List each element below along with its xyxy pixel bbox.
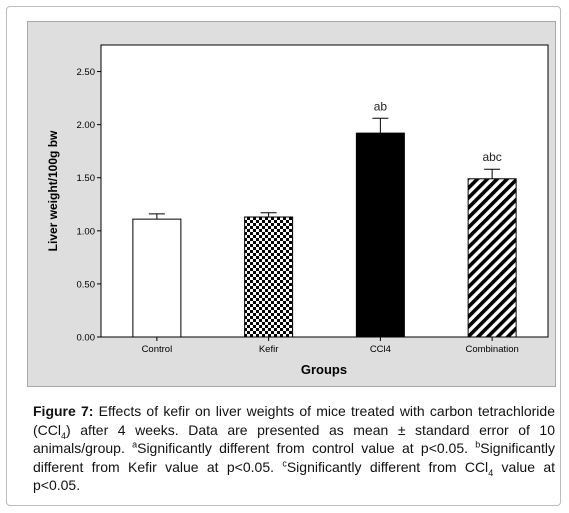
y-tick-label: 2.00 xyxy=(77,120,96,131)
bar-ccl4 xyxy=(355,132,405,338)
significance-label: abc xyxy=(482,150,501,164)
bar-chart: 0.00 0.50 1.00 1.50 2.00 2.50 ab abc Control Ke… xyxy=(46,44,549,377)
y-tick-label: 1.50 xyxy=(77,173,96,184)
caption-text-c: Significantly different from CCl xyxy=(286,458,489,475)
y-axis-label: Liver weight/100g bw xyxy=(46,130,60,251)
caption-sub-2: 4 xyxy=(488,467,494,478)
caption-text-2: ) after 4 weeks. Data are presented as m… xyxy=(33,421,555,457)
caption-label: Figure 7: xyxy=(33,403,94,419)
figure-frame: 0.00 0.50 1.00 1.50 2.00 2.50 ab abc Control Ke… xyxy=(6,6,561,506)
caption-text-1: Effects of kefir on liver weights of mic… xyxy=(33,403,555,438)
y-tick-label: 2.50 xyxy=(77,67,96,78)
caption-sub-1: 4 xyxy=(61,430,67,441)
chart-panel: 0.00 0.50 1.00 1.50 2.00 2.50 ab abc Control Ke… xyxy=(27,21,556,387)
caption-text-end: value at p<0.05. xyxy=(33,458,555,494)
x-tick-label: Control xyxy=(142,344,173,355)
bar-kefir xyxy=(244,216,294,338)
x-tick-label: Kefir xyxy=(259,344,279,355)
x-axis: Control Kefir CCl4 Combination xyxy=(142,337,519,355)
y-tick-label: 0.00 xyxy=(77,333,96,344)
y-axis: 0.00 0.50 1.00 1.50 2.00 2.50 xyxy=(77,67,101,344)
caption-text-b: Significantly different from Kefir value… xyxy=(33,440,555,475)
bar-control xyxy=(132,218,182,338)
y-tick-label: 0.50 xyxy=(77,279,96,290)
caption-sup-b: b xyxy=(475,439,481,450)
x-tick-label: CCl4 xyxy=(370,344,391,355)
caption-sup-a: a xyxy=(132,439,138,450)
y-tick-label: 1.00 xyxy=(77,226,96,237)
x-tick-label: Combination xyxy=(465,344,518,355)
caption-sup-c: c xyxy=(282,457,287,468)
figure-caption: Figure 7: Effects of kefir on liver weig… xyxy=(33,402,555,495)
bar-combination xyxy=(467,178,517,338)
significance-label: ab xyxy=(374,99,388,113)
bars: ab abc xyxy=(132,99,517,338)
caption-text-a: Significantly different from control val… xyxy=(137,440,476,456)
x-axis-label: Groups xyxy=(301,362,347,377)
